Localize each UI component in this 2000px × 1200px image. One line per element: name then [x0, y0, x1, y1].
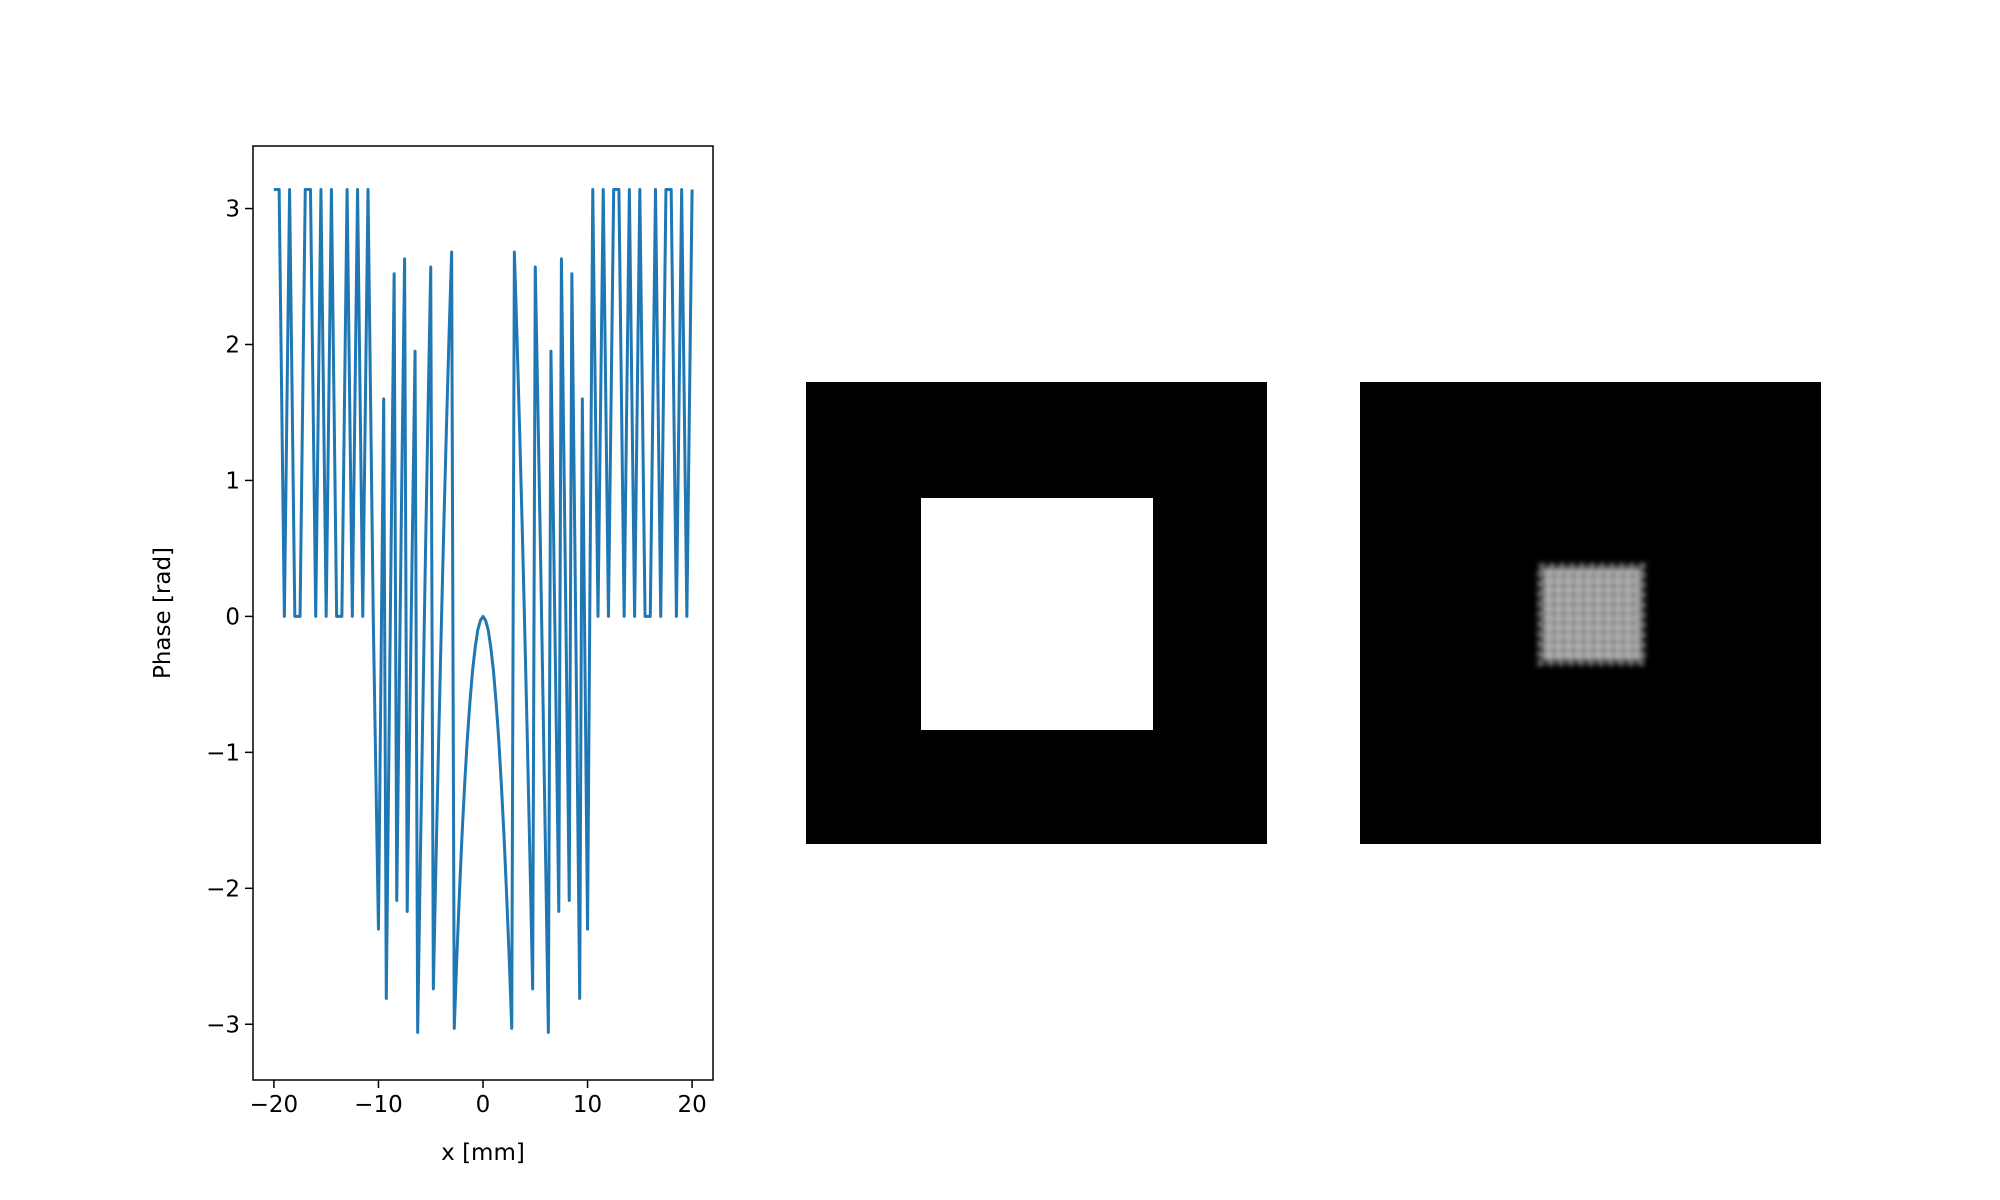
diffraction-edge	[1538, 564, 1645, 665]
y-tick-label: 1	[225, 468, 240, 494]
phase-line	[273, 188, 694, 1034]
y-tick-label: 3	[225, 197, 240, 223]
x-tick-label: 0	[476, 1092, 491, 1118]
x-tick-label: −20	[250, 1092, 299, 1118]
y-axis-label: Phase [rad]	[150, 547, 176, 679]
aperture-image	[806, 382, 1267, 844]
y-tick-label: −1	[206, 740, 240, 766]
y-tick-label: −3	[206, 1012, 240, 1038]
diffraction-pattern	[1542, 568, 1641, 661]
aperture-square	[921, 498, 1153, 730]
y-tick-label: 0	[225, 604, 240, 630]
x-tick-label: 20	[677, 1092, 706, 1118]
x-tick-label: −10	[354, 1092, 403, 1118]
y-tick-label: −2	[206, 876, 240, 902]
x-axis-label: x [mm]	[441, 1140, 525, 1166]
y-tick-label: 2	[225, 332, 240, 358]
x-tick-label: 10	[573, 1092, 602, 1118]
diffraction-image	[1360, 382, 1821, 844]
